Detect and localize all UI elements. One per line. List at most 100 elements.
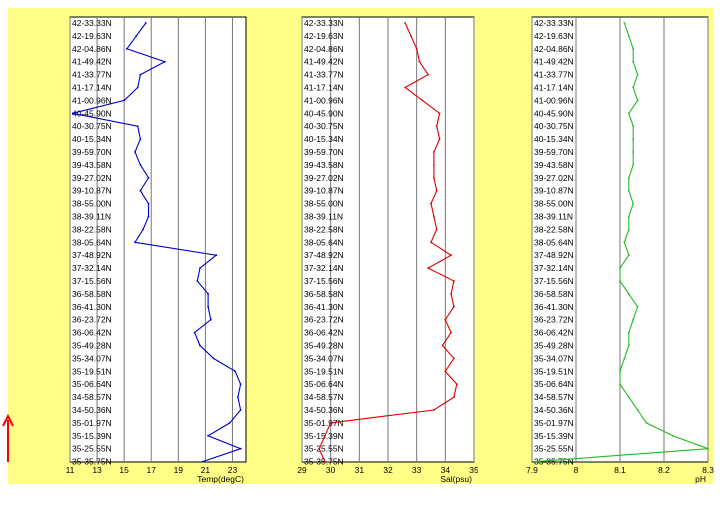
arrow-head [2, 413, 14, 427]
data-point [71, 112, 74, 115]
data-point [123, 99, 126, 102]
latitude-label: 34-50.36N [534, 405, 574, 415]
latitude-label: 36-41.30N [72, 302, 112, 312]
data-point [455, 383, 458, 386]
data-point [453, 396, 455, 398]
latitude-label: 41-00.96N [534, 95, 574, 105]
latitude-label: 42-19.63N [72, 31, 112, 41]
data-point [147, 202, 150, 205]
data-point [438, 138, 441, 141]
data-point [239, 383, 242, 386]
data-point [627, 112, 630, 115]
data-point [627, 331, 630, 334]
latitude-label: 36-58.58N [534, 289, 574, 299]
latitude-label: 37-48.92N [72, 250, 112, 260]
data-point [453, 305, 455, 308]
data-point [215, 254, 218, 257]
latitude-label: 40-15.34N [72, 134, 112, 144]
data-point [450, 293, 452, 295]
x-tick-label: 8.2 [658, 465, 670, 475]
data-point [324, 460, 326, 463]
data-point [636, 99, 639, 102]
data-point [212, 357, 215, 360]
latitude-label: 40-30.75N [304, 121, 344, 131]
latitude-label: 41-17.14N [72, 83, 112, 93]
latitude-label: 41-00.96N [72, 95, 112, 105]
latitude-label: 40-45.90N [534, 108, 574, 118]
latitude-label: 38-55.00N [534, 199, 574, 209]
latitude-label: 39-27.02N [304, 173, 344, 183]
data-point [627, 344, 630, 347]
x-tick-label: 29 [297, 465, 307, 475]
latitude-label: 34-50.36N [304, 405, 344, 415]
data-point [228, 422, 231, 424]
latitude-label: 37-32.14N [534, 263, 574, 273]
latitude-label: 42-04.86N [304, 44, 344, 54]
data-point [329, 422, 332, 424]
data-point [645, 422, 648, 424]
latitude-label: 41-33.77N [304, 70, 344, 80]
latitude-label: 35-34.07N [534, 353, 574, 363]
x-tick-label: 8 [574, 465, 579, 475]
data-point [432, 164, 435, 166]
latitude-label: 35-01.97N [304, 418, 344, 428]
latitude-label: 35-35.75N [72, 457, 112, 467]
data-point [627, 254, 630, 257]
latitude-label: 34-50.36N [72, 405, 112, 415]
data-point [636, 305, 639, 308]
latitude-label: 42-19.63N [304, 31, 344, 41]
x-tick-label: 11 [66, 465, 75, 475]
latitude-label: 39-10.87N [304, 186, 344, 196]
data-point [444, 318, 447, 321]
latitude-label: 36-06.42N [304, 328, 344, 338]
latitude-label: 42-04.86N [72, 44, 112, 54]
latitude-label: 41-00.96N [304, 95, 344, 105]
latitude-label: 38-22.58N [304, 224, 344, 234]
x-tick-label: 8.3 [702, 465, 714, 475]
data-point [453, 280, 455, 282]
latitude-label: 42-33.33N [534, 18, 574, 28]
latitude-label: 38-05.64N [534, 237, 574, 247]
latitude-label: 35-15.39N [304, 431, 344, 441]
latitude-label: 35-25.55N [72, 444, 112, 454]
data-point [627, 35, 630, 37]
panel-ph: 7.9 8 8.1 8.2 8.3pH 42-33.33N 42-19.63N 42-04.8… [478, 8, 714, 484]
data-point [632, 86, 635, 89]
data-point [139, 189, 142, 192]
latitude-label: 35-34.07N [72, 353, 112, 363]
data-point [632, 125, 635, 128]
data-point [619, 267, 621, 269]
data-point [632, 60, 635, 63]
data-point [404, 86, 407, 89]
data-point [209, 318, 212, 321]
latitude-label: 40-15.34N [534, 134, 574, 144]
latitude-label: 40-45.90N [304, 108, 344, 118]
latitude-label: 41-49.42N [534, 57, 574, 67]
latitude-label: 35-49.28N [72, 341, 112, 351]
latitude-label: 36-41.30N [304, 302, 344, 312]
data-point [671, 434, 674, 437]
latitude-label: 38-55.00N [72, 199, 112, 209]
data-point [619, 383, 621, 386]
data-point [415, 47, 418, 50]
latitude-label: 38-05.64N [72, 237, 112, 247]
data-point [430, 241, 432, 244]
data-point [432, 409, 435, 411]
data-point [236, 396, 239, 398]
latitude-label: 37-15.56N [72, 276, 112, 286]
latitude-label: 40-30.75N [72, 121, 112, 131]
data-point [136, 125, 139, 128]
latitude-label: 41-17.14N [304, 83, 344, 93]
data-point [627, 396, 630, 398]
latitude-label: 41-33.77N [72, 70, 112, 80]
latitude-label: 38-05.64N [304, 237, 344, 247]
data-point [163, 60, 166, 63]
data-point [627, 215, 630, 218]
latitude-label: 37-15.56N [304, 276, 344, 286]
latitude-label: 34-58.57N [72, 392, 112, 402]
data-point [632, 318, 635, 321]
data-point [147, 176, 150, 179]
data-point [139, 164, 142, 166]
latitude-label: 35-06.64N [534, 379, 574, 389]
latitude-label: 38-22.58N [534, 224, 574, 234]
